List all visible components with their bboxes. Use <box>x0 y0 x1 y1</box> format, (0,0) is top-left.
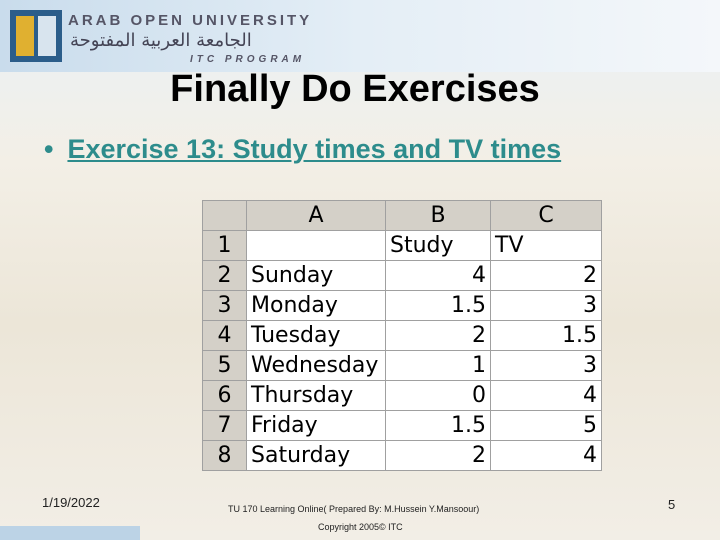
copyright: Copyright 2005© ITC <box>318 522 403 532</box>
row: 6 Thursday 0 4 <box>202 380 602 411</box>
cell: Study <box>385 230 491 261</box>
footer-bar <box>0 526 140 540</box>
cell: Thursday <box>246 380 386 411</box>
bullet: • Exercise 13: Study times and TV times <box>44 134 562 164</box>
cell: 3 <box>490 290 602 321</box>
row: 5 Wednesday 1 3 <box>202 350 602 381</box>
logo <box>10 10 62 62</box>
cell: Monday <box>246 290 386 321</box>
cell: 0 <box>385 380 491 411</box>
row-number: 1 <box>202 230 247 261</box>
corner <box>202 200 247 231</box>
cell: TV <box>490 230 602 261</box>
row: 3 Monday 1.5 3 <box>202 290 602 321</box>
course: TU 170 Learning Online( Prepared By: M.H… <box>228 504 480 514</box>
bullet-text: Exercise 13: Study times and TV times <box>67 134 562 164</box>
cell: Friday <box>246 410 386 441</box>
row-number: 4 <box>202 320 247 351</box>
row-number: 2 <box>202 260 247 291</box>
cell: 1.5 <box>385 410 491 441</box>
column-header: C <box>490 200 602 231</box>
row-number: 5 <box>202 350 247 381</box>
row-number: 6 <box>202 380 247 411</box>
row-number: 8 <box>202 440 247 471</box>
slide-title: Finally Do Exercises <box>170 68 540 110</box>
row-number: 3 <box>202 290 247 321</box>
row-number: 7 <box>202 410 247 441</box>
cell: 1.5 <box>490 320 602 351</box>
column-header: A <box>246 200 386 231</box>
column-header: B <box>385 200 491 231</box>
cell: 3 <box>490 350 602 381</box>
banner: ARAB OPEN UNIVERSITY الجامعة العربية الم… <box>0 0 720 72</box>
row: 4 Tuesday 2 1.5 <box>202 320 602 351</box>
cell: Saturday <box>246 440 386 471</box>
cell <box>246 230 386 261</box>
cell: 4 <box>490 440 602 471</box>
cell: 2 <box>385 440 491 471</box>
date: 1/19/2022 <box>42 495 100 510</box>
row: 2 Sunday 4 2 <box>202 260 602 291</box>
cell: 4 <box>490 380 602 411</box>
row: 8 Saturday 2 4 <box>202 440 602 471</box>
cell: Tuesday <box>246 320 386 351</box>
cell: Wednesday <box>246 350 386 381</box>
page-number: 5 <box>668 497 676 512</box>
cell: Sunday <box>246 260 386 291</box>
university-name: ARAB OPEN UNIVERSITY <box>68 12 313 29</box>
cell: 1.5 <box>385 290 491 321</box>
cell: 5 <box>490 410 602 441</box>
cell: 1 <box>385 350 491 381</box>
program: ITC PROGRAM <box>190 54 306 65</box>
university-arabic: الجامعة العربية المفتوحة <box>70 30 252 51</box>
row: 7 Friday 1.5 5 <box>202 410 602 441</box>
row: 1 Study TV <box>202 230 602 261</box>
cell: 2 <box>490 260 602 291</box>
cell: 2 <box>385 320 491 351</box>
cell: 4 <box>385 260 491 291</box>
